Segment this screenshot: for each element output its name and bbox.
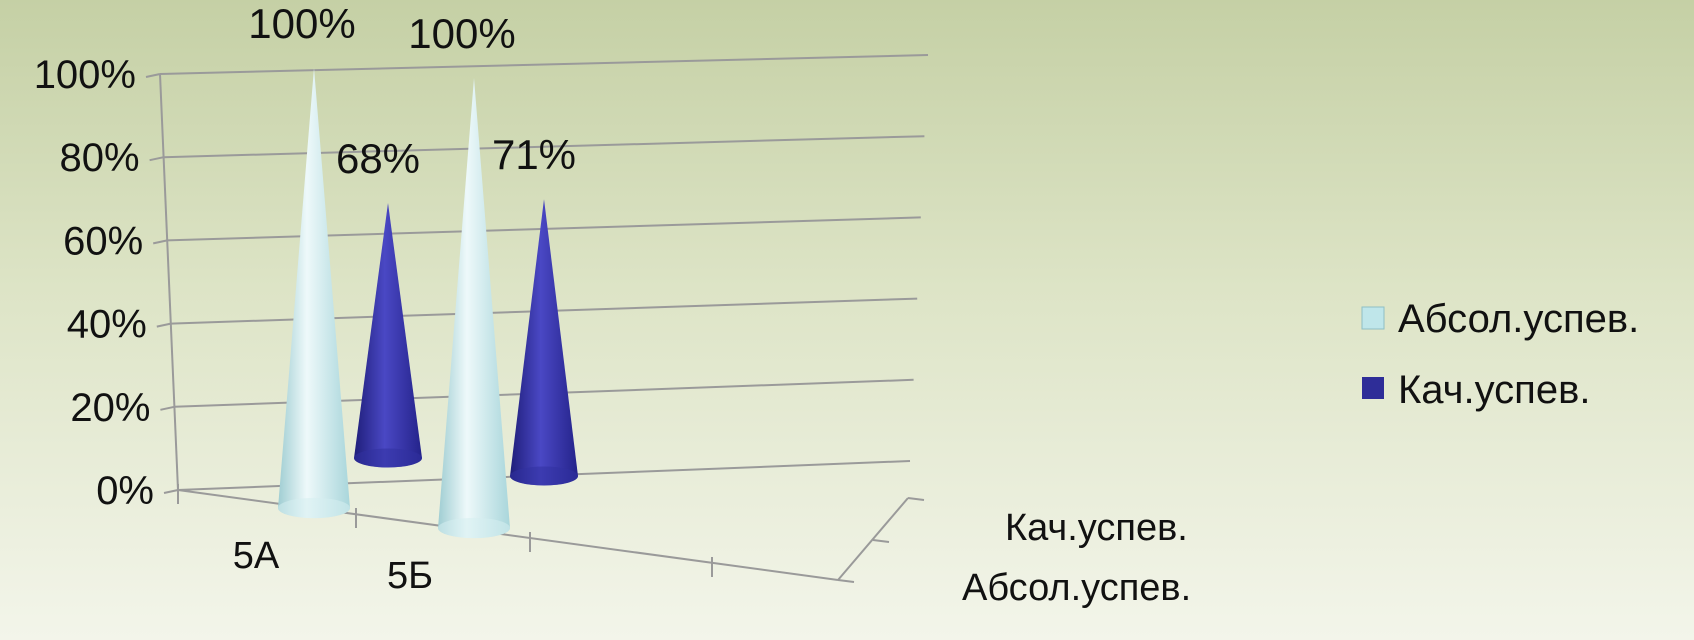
y-tick-mark [145, 73, 161, 78]
depth-tick-mark [837, 579, 855, 583]
y-tick-label: 80% [60, 136, 140, 180]
depth-label-absol: Абсол.успев. [962, 567, 1191, 609]
cone-base [278, 497, 350, 519]
cone-base [354, 448, 422, 468]
legend-label-kach: Кач.успев. [1398, 368, 1590, 412]
y-axis-ticks: 0% 20% 40% 60% 80% 100% [34, 53, 179, 513]
cone-base [438, 517, 510, 539]
category-label-5a: 5А [233, 535, 280, 577]
depth-axis-ticks [837, 497, 925, 583]
x-axis-ticks [177, 484, 713, 577]
y-tick-mark [152, 239, 168, 245]
gridline [163, 135, 925, 159]
depth-label-kach: Кач.успев. [1005, 507, 1188, 549]
legend-label-absol: Абсол.успев. [1398, 297, 1639, 341]
data-label: 100% [408, 10, 515, 57]
y-tick-label: 20% [70, 386, 150, 430]
y-tick-mark [156, 322, 172, 328]
y-tick-label: 40% [67, 303, 147, 347]
cone-absol-5b [438, 78, 510, 539]
gridline [159, 54, 929, 75]
back-wall-left-edge [159, 73, 179, 491]
data-label: 100% [248, 0, 355, 47]
floor-right-edge [837, 497, 909, 581]
cone-base [510, 466, 578, 486]
cone-series [278, 68, 578, 539]
legend-swatch-absol [1361, 306, 1385, 330]
data-label: 68% [336, 135, 420, 182]
y-tick-mark [160, 405, 175, 411]
y-tick-mark [149, 156, 164, 162]
cone-body [278, 68, 350, 519]
y-tick-label: 60% [63, 219, 143, 263]
cone-absol-5a [278, 68, 350, 519]
cone-body [510, 199, 578, 486]
depth-tick-mark [872, 539, 890, 543]
data-label: 71% [492, 131, 576, 178]
y-tick-label: 0% [96, 469, 154, 513]
cone-body [438, 78, 510, 539]
data-labels: 100% 68% 100% 71% [248, 0, 576, 182]
cone-body [354, 203, 422, 468]
cone-kach-5b [510, 199, 578, 486]
cone-kach-5a [354, 203, 422, 468]
y-tick-mark [163, 489, 179, 494]
depth-tick-mark [907, 497, 925, 501]
category-label-5b: 5Б [387, 555, 433, 597]
legend-swatch-kach [1362, 377, 1384, 399]
legend: Абсол.успев. Кач.успев. [1361, 297, 1639, 412]
y-tick-label: 100% [34, 53, 136, 97]
